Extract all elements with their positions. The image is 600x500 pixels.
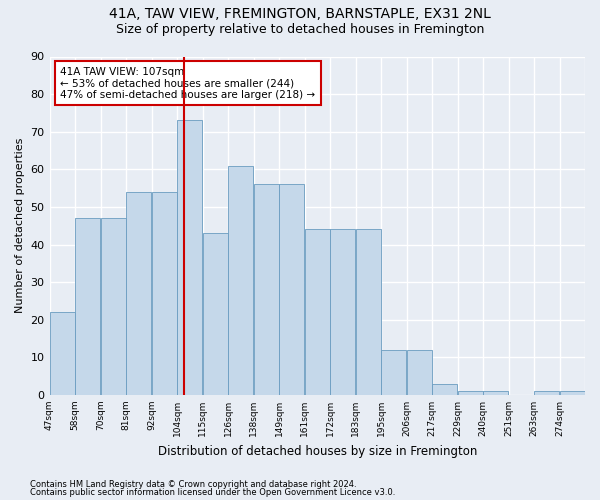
X-axis label: Distribution of detached houses by size in Fremington: Distribution of detached houses by size …	[158, 444, 477, 458]
Bar	[484, 391, 508, 395]
Bar	[127, 192, 151, 395]
Y-axis label: Number of detached properties: Number of detached properties	[15, 138, 25, 314]
Text: Contains HM Land Registry data © Crown copyright and database right 2024.: Contains HM Land Registry data © Crown c…	[30, 480, 356, 489]
Text: 41A, TAW VIEW, FREMINGTON, BARNSTAPLE, EX31 2NL: 41A, TAW VIEW, FREMINGTON, BARNSTAPLE, E…	[109, 8, 491, 22]
Bar	[101, 218, 125, 395]
Text: Contains public sector information licensed under the Open Government Licence v3: Contains public sector information licen…	[30, 488, 395, 497]
Bar	[331, 230, 355, 395]
Bar	[458, 391, 482, 395]
Bar	[152, 192, 176, 395]
Bar	[382, 350, 406, 395]
Bar	[356, 230, 380, 395]
Bar	[76, 218, 100, 395]
Bar	[203, 233, 227, 395]
Text: 41A TAW VIEW: 107sqm
← 53% of detached houses are smaller (244)
47% of semi-deta: 41A TAW VIEW: 107sqm ← 53% of detached h…	[60, 66, 316, 100]
Bar	[178, 120, 202, 395]
Text: Size of property relative to detached houses in Fremington: Size of property relative to detached ho…	[116, 22, 484, 36]
Bar	[560, 391, 584, 395]
Bar	[433, 384, 457, 395]
Bar	[229, 166, 253, 395]
Bar	[407, 350, 431, 395]
Bar	[50, 312, 74, 395]
Bar	[280, 184, 304, 395]
Bar	[305, 230, 329, 395]
Bar	[535, 391, 559, 395]
Bar	[254, 184, 278, 395]
